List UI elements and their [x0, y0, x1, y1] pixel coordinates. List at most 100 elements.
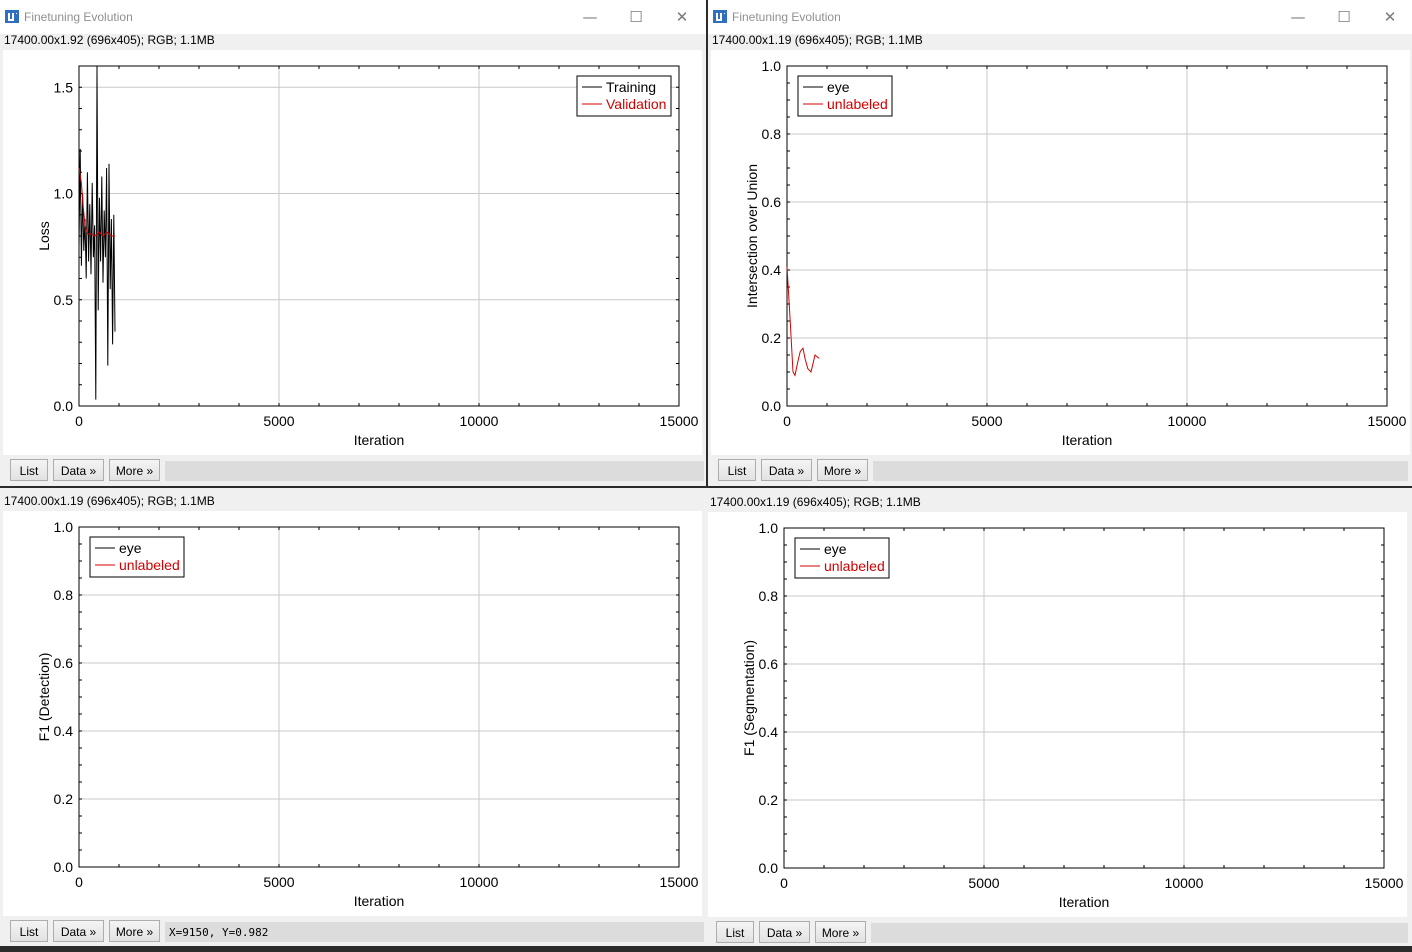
x-tick-label: 10000 [460, 874, 499, 890]
status-field: X=9150, Y=0.982 [165, 922, 704, 942]
status-field [871, 923, 1408, 943]
legend-box [576, 75, 672, 117]
x-tick-label: 5000 [263, 413, 294, 429]
image-info: 17400.00x1.92 (696x405); RGB; 1.1MB [4, 33, 215, 47]
f1-segmentation-chart: 0 5000 10000 15000 0.0 0.2 0.4 0.6 0.8 1.0 Iterati… [741, 520, 1404, 910]
list-button[interactable]: List [716, 921, 754, 943]
close-icon[interactable]: ✕ [675, 8, 689, 26]
y-tick-label: 0.2 [54, 791, 74, 807]
more-button[interactable]: More » [815, 921, 866, 943]
y-tick-label: 0.0 [54, 398, 74, 414]
legend-box [89, 536, 185, 578]
x-tick-label: 15000 [1365, 875, 1404, 891]
list-button[interactable]: List [718, 459, 756, 481]
minimize-icon[interactable]: — [1290, 8, 1306, 26]
x-tick-label: 5000 [263, 874, 294, 890]
x-axis-label: Iteration [1062, 432, 1113, 448]
more-button[interactable]: More » [109, 920, 160, 942]
y-axis-label: Intersection over Union [744, 164, 760, 308]
button-bar: List Data » More » [706, 921, 1412, 945]
x-axis-label: Iteration [1059, 894, 1110, 910]
x-axis-label: Iteration [354, 432, 405, 448]
more-button[interactable]: More » [817, 459, 868, 481]
series-line-unlabeled [786, 266, 820, 377]
button-bar: List Data » More » [708, 459, 1412, 483]
y-tick-label: 1.0 [762, 58, 782, 74]
legend-label: unlabeled [827, 96, 888, 112]
plot-window-f1-segmentation: 17400.00x1.19 (696x405); RGB; 1.1MB 0 500… [706, 488, 1412, 946]
minimize-icon[interactable]: — [582, 8, 598, 26]
x-axis-label: Iteration [354, 893, 405, 909]
coordinates-readout: X=9150, Y=0.982 [169, 926, 269, 939]
y-tick-label: 0.0 [762, 398, 782, 414]
list-button[interactable]: List [10, 459, 48, 481]
imagej-icon [713, 10, 727, 23]
plot-canvas[interactable]: 0 5000 10000 15000 0.0 0.2 0.4 0.6 0.8 1.0 Iterati… [708, 512, 1407, 917]
x-tick-label: 10000 [1165, 875, 1204, 891]
legend-label: eye [119, 540, 142, 556]
plot-canvas[interactable]: 0 5000 10000 15000 0.0 0.2 0.4 0.6 0.8 1.0 Iterati… [3, 511, 702, 916]
plot-frame [786, 65, 1388, 407]
series-line-training [78, 65, 116, 400]
button-bar: List Data » More » X=9150, Y=0.982 [0, 920, 706, 944]
maximize-icon[interactable]: ☐ [629, 8, 643, 26]
y-tick-label: 1.0 [759, 520, 779, 536]
y-tick-label: 0.8 [759, 588, 779, 604]
legend-box [797, 75, 893, 117]
y-tick-label: 1.5 [54, 79, 74, 95]
window-title: Finetuning Evolution [24, 10, 133, 24]
image-info: 17400.00x1.19 (696x405); RGB; 1.1MB [4, 494, 215, 508]
y-tick-label: 0.6 [54, 655, 74, 671]
image-info: 17400.00x1.19 (696x405); RGB; 1.1MB [712, 33, 923, 47]
legend-label: eye [827, 79, 850, 95]
plot-canvas[interactable]: 0 5000 10000 15000 0.0 0.2 0.4 0.6 0.8 1.0 Iterati… [711, 50, 1410, 455]
x-tick-label: 0 [75, 413, 83, 429]
y-tick-label: 0.6 [762, 194, 782, 210]
legend-label: unlabeled [119, 557, 180, 573]
x-tick-label: 15000 [660, 874, 699, 890]
x-tick-label: 5000 [968, 875, 999, 891]
y-tick-label: 0.8 [54, 587, 74, 603]
legend-label: Validation [606, 96, 666, 112]
plot-canvas[interactable]: 0 5000 10000 15000 0.0 0.5 1.0 1.5 Iteration Loss… [3, 50, 702, 455]
y-axis-label: F1 (Detection) [36, 653, 52, 742]
legend-label: eye [824, 541, 847, 557]
x-tick-label: 0 [780, 875, 788, 891]
plot-frame [78, 65, 680, 407]
data-button[interactable]: Data » [761, 459, 812, 481]
more-button[interactable]: More » [109, 459, 160, 481]
y-axis-label: Loss [36, 221, 52, 251]
data-button[interactable]: Data » [53, 920, 104, 942]
y-tick-label: 1.0 [54, 519, 74, 535]
x-tick-label: 10000 [1168, 413, 1207, 429]
y-tick-label: 0.6 [759, 656, 779, 672]
x-tick-label: 0 [75, 874, 83, 890]
plot-frame [783, 527, 1385, 869]
maximize-icon[interactable]: ☐ [1337, 8, 1351, 26]
x-tick-label: 5000 [971, 413, 1002, 429]
x-tick-label: 15000 [1368, 413, 1407, 429]
x-tick-label: 0 [783, 413, 791, 429]
x-tick-label: 15000 [660, 413, 699, 429]
data-button[interactable]: Data » [759, 921, 810, 943]
y-tick-label: 0.8 [762, 126, 782, 142]
close-icon[interactable]: ✕ [1383, 8, 1397, 26]
y-tick-label: 0.4 [54, 723, 74, 739]
y-tick-label: 0.2 [762, 330, 782, 346]
y-tick-label: 0.0 [54, 859, 74, 875]
plot-window-iou: Finetuning Evolution — ☐ ✕ 17400.00x1.19… [708, 0, 1412, 486]
f1-detection-chart: 0 5000 10000 15000 0.0 0.2 0.4 0.6 0.8 1.0 Iterati… [36, 519, 699, 909]
y-tick-label: 0.4 [759, 724, 779, 740]
data-button[interactable]: Data » [53, 459, 104, 481]
list-button[interactable]: List [10, 920, 48, 942]
title-bar[interactable]: Finetuning Evolution — ☐ ✕ [0, 0, 706, 34]
status-field [873, 461, 1408, 481]
plot-frame [78, 526, 680, 868]
y-tick-label: 0.5 [54, 292, 74, 308]
status-field [165, 461, 704, 481]
plot-window-loss: Finetuning Evolution — ☐ ✕ 17400.00x1.92… [0, 0, 706, 486]
button-bar: List Data » More » [0, 459, 706, 483]
y-tick-label: 1.0 [54, 186, 74, 202]
title-bar[interactable]: Finetuning Evolution — ☐ ✕ [708, 0, 1412, 34]
y-tick-label: 0.0 [759, 860, 779, 876]
